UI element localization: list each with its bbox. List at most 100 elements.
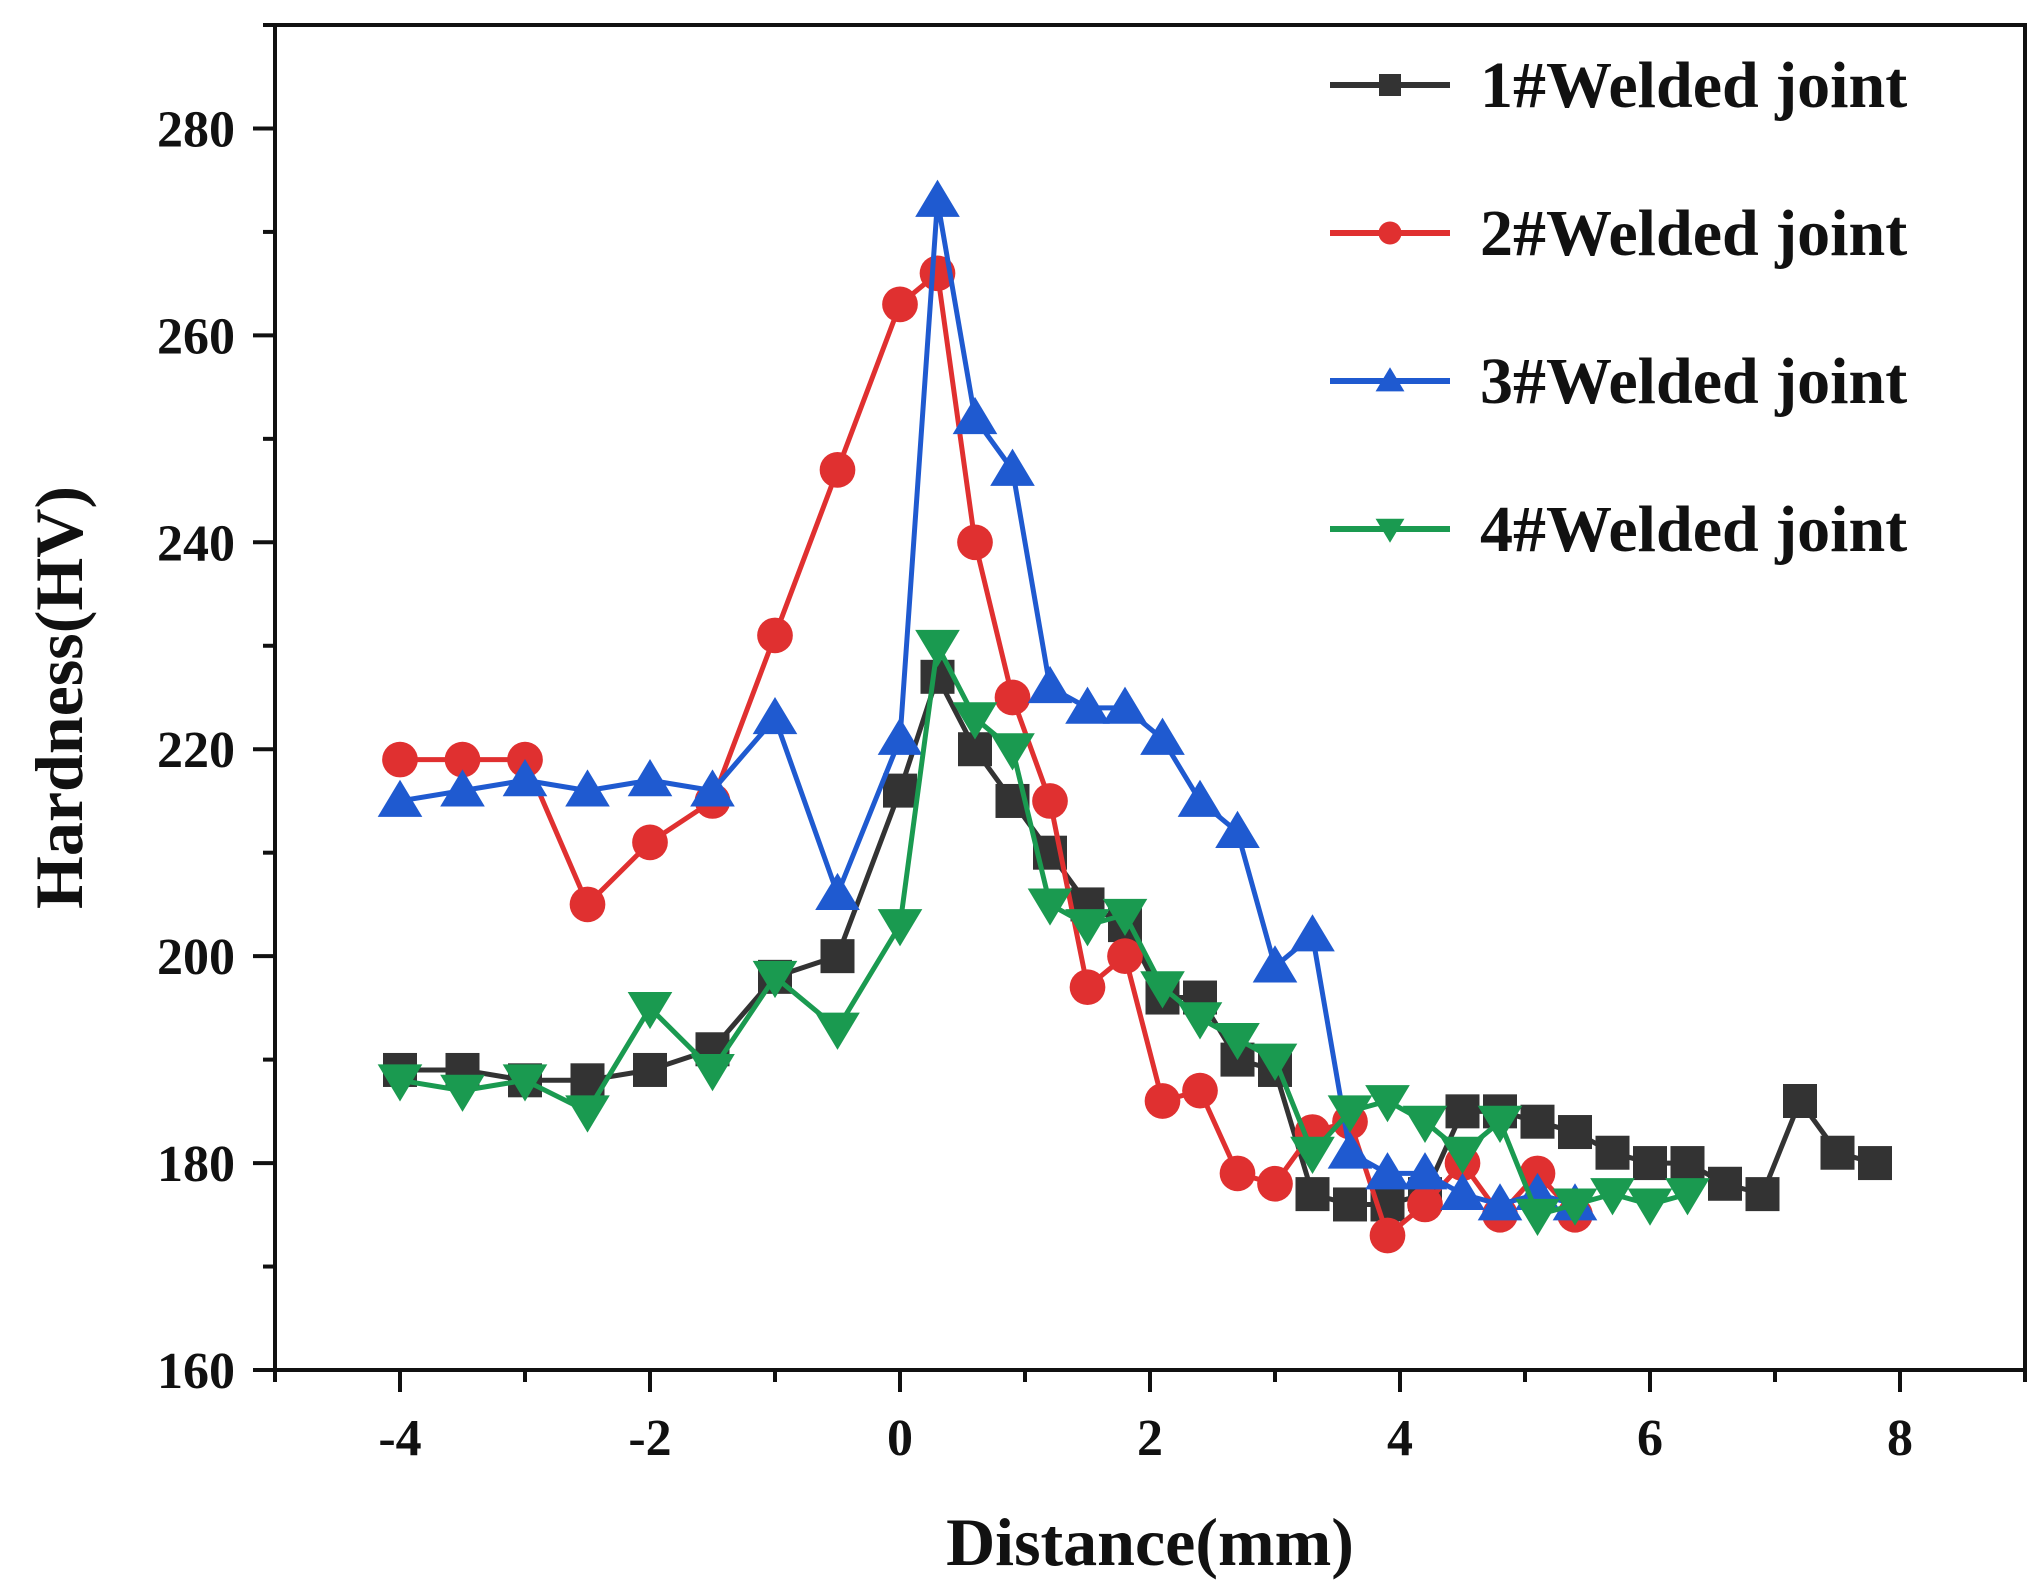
legend-item-1: 1#Welded joint [1330,49,1907,122]
data-point [1027,888,1073,926]
data-point [502,759,548,797]
data-point [1252,1043,1298,1081]
y-tick-label: 160 [157,1343,235,1400]
data-point [1257,1165,1293,1202]
data-point [502,1064,548,1102]
y-tick-label: 220 [157,722,235,779]
data-point [1140,971,1185,1009]
legend: 1#Welded joint 2#Welded joint 3#Welded joi… [1330,49,1907,566]
data-point [1627,1188,1673,1226]
data-point [1402,1105,1448,1143]
data-point [690,769,735,807]
data-point [1069,969,1106,1006]
y-tick-label: 180 [157,1136,235,1193]
data-point [565,769,610,807]
data-point [915,629,960,668]
legend-marker [1378,221,1402,245]
data-point [1477,1183,1523,1221]
data-point [1820,1135,1855,1170]
data-point [1215,1022,1260,1061]
data-point [440,1074,485,1112]
x-tick-label: 8 [1887,1410,1913,1467]
data-point [377,1064,423,1102]
legend-marker [1379,74,1401,96]
legend-label: 4#Welded joint [1480,493,1907,566]
data-point [627,759,673,797]
data-point [1440,1172,1485,1211]
y-axis: 160 180 200 220 240 260 280 [157,23,275,1400]
data-point [820,939,855,974]
data-point [1333,1187,1367,1222]
data-point [690,1054,735,1092]
data-point [1369,1217,1406,1254]
legend-marker [1375,367,1405,392]
data-point [1445,1094,1480,1129]
data-point [1102,686,1148,724]
data-point [952,396,998,435]
data-point [1065,686,1110,724]
data-point [877,717,923,755]
x-tick-label: 4 [1387,1410,1413,1467]
legend-label: 1#Welded joint [1480,49,1907,122]
data-point [1365,1085,1410,1123]
data-point [882,286,918,323]
data-point [990,448,1035,486]
legend-item-4: 4#Welded joint [1330,493,1907,566]
data-point [1177,1002,1223,1040]
data-point [752,696,798,735]
data-point [990,733,1035,771]
data-point [1515,1198,1560,1237]
data-point [1290,914,1335,952]
data-point [444,741,481,778]
data-point [1065,909,1110,947]
x-tick-label: -2 [628,1410,671,1467]
data-point [957,524,993,561]
data-point [1633,1146,1667,1181]
legend-label: 3#Welded joint [1480,345,1907,418]
data-point [1858,1146,1892,1181]
x-axis: -4 -2 0 2 4 6 8 [273,1370,2027,1467]
y-tick-label: 240 [157,515,235,572]
data-point [1140,717,1185,755]
data-point [1670,1146,1705,1181]
legend-marker [1375,518,1405,543]
data-point [1783,1084,1817,1118]
data-point [877,909,923,947]
data-point [1708,1166,1742,1201]
series-layer [377,179,1892,1254]
data-point [1745,1177,1780,1212]
data-point [382,741,418,778]
data-point [915,179,960,217]
data-point [1558,1115,1592,1150]
y-tick-label: 280 [157,101,235,158]
x-axis-title: Distance(mm) [946,1504,1354,1580]
data-point [1295,1177,1330,1212]
data-point [1365,1152,1410,1190]
data-point [952,702,998,740]
x-tick-label: 0 [887,1410,913,1467]
y-axis-title: Hardness(HV) [21,486,97,909]
data-point [569,886,606,923]
data-point [1027,665,1073,704]
data-point [1327,1095,1373,1133]
data-point [1215,810,1260,848]
data-point [1665,1178,1710,1216]
data-point [815,1012,860,1050]
data-point [883,773,917,808]
data-point [1252,945,1298,983]
data-point [1595,1135,1630,1170]
data-point [1327,1131,1373,1169]
data-point [1177,779,1223,817]
data-point [1032,783,1068,819]
data-point [633,1052,667,1087]
x-tick-label: 6 [1637,1410,1663,1467]
data-point [1440,1136,1485,1174]
data-point [1477,1105,1523,1143]
x-tick-label: -4 [378,1410,421,1467]
y-tick-label: 260 [157,308,235,365]
data-point [757,617,793,654]
data-point [1182,1072,1218,1109]
data-point [377,779,423,817]
y-tick-label: 200 [157,929,235,986]
data-point [819,452,856,488]
